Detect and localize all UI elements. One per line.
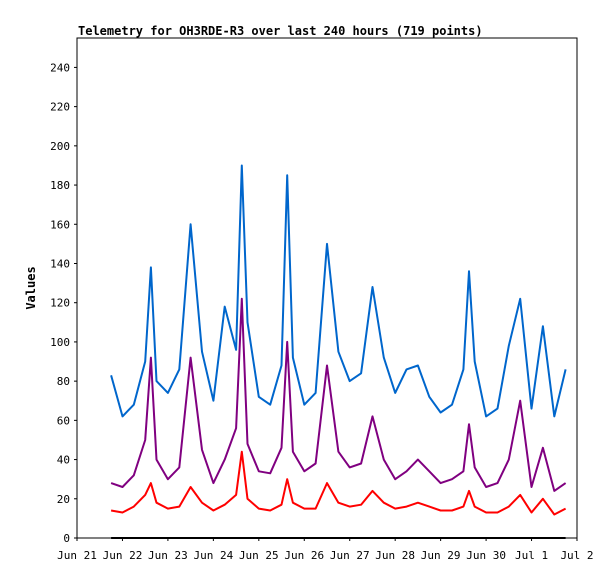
y-tick-label: 100 <box>50 336 70 349</box>
series-line-1 <box>110 164 567 418</box>
x-tick-label: Jun 21 <box>57 549 97 562</box>
y-tick-label: 60 <box>57 414 70 427</box>
y-tick-label: 40 <box>57 454 70 467</box>
x-tick-label: Jun 29 <box>421 549 461 562</box>
series-layer <box>110 164 567 539</box>
y-tick-label: 120 <box>50 297 70 310</box>
y-tick-label: 180 <box>50 179 70 192</box>
x-tick-label: Jun 23 <box>148 549 188 562</box>
y-tick-label: 0 <box>63 532 70 545</box>
x-tick-label: Jul 1 <box>515 549 548 562</box>
y-tick-label: 240 <box>50 61 70 74</box>
y-tick-label: 80 <box>57 375 70 388</box>
x-tick-label: Jun 30 <box>466 549 506 562</box>
x-tick-label: Jun 28 <box>375 549 415 562</box>
x-tick-label: Jun 22 <box>103 549 143 562</box>
series-line-2 <box>110 297 567 492</box>
y-tick-label: 140 <box>50 257 70 270</box>
x-tick-label: Jun 24 <box>193 549 233 562</box>
series-line-3 <box>110 450 567 516</box>
y-axis-ticks: 0 20 40 60 80 100 120 140 160 180 200 220 240 <box>50 61 77 545</box>
y-axis-label: Values <box>24 266 38 309</box>
y-tick-label: 20 <box>57 493 70 506</box>
y-tick-label: 220 <box>50 101 70 114</box>
chart-title: Telemetry for OH3RDE-R3 over last 240 ho… <box>78 24 483 38</box>
x-axis-ticks: Jun 21 Jun 22 Jun 23 Jun 24 Jun 25 Jun 26 Jun … <box>57 538 594 562</box>
x-tick-label: Jun 26 <box>284 549 324 562</box>
x-tick-label: Jun 27 <box>330 549 370 562</box>
x-tick-label: Jun 25 <box>239 549 279 562</box>
x-tick-label: Jul 2 <box>560 549 593 562</box>
y-tick-label: 160 <box>50 218 70 231</box>
y-tick-label: 200 <box>50 140 70 153</box>
